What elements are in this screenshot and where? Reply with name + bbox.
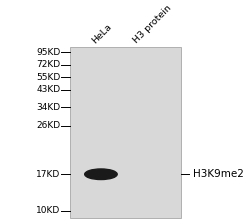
Text: 43KD: 43KD <box>36 86 60 95</box>
Text: 72KD: 72KD <box>36 60 60 69</box>
Text: HeLa: HeLa <box>90 22 113 45</box>
Text: H3K9me2: H3K9me2 <box>192 169 244 179</box>
Text: 95KD: 95KD <box>36 48 60 57</box>
Text: H3 protein: H3 protein <box>132 4 173 45</box>
Text: 10KD: 10KD <box>36 206 60 215</box>
Text: 26KD: 26KD <box>36 121 60 130</box>
Text: 17KD: 17KD <box>36 170 60 179</box>
Text: 55KD: 55KD <box>36 73 60 82</box>
Text: 34KD: 34KD <box>36 103 60 112</box>
Bar <box>70 47 181 218</box>
Ellipse shape <box>85 169 117 179</box>
